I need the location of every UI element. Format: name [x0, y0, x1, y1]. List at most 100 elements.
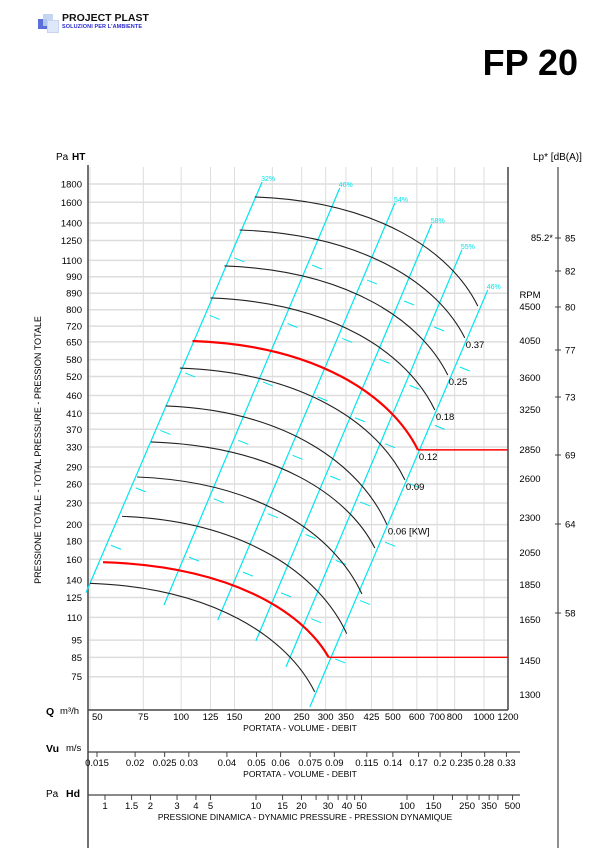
x-tick-label: 700: [429, 712, 445, 723]
noise-tick-label: 82: [565, 267, 576, 278]
x-tick-label: 150: [227, 712, 243, 723]
efficiency-label: 46%: [487, 284, 501, 291]
efficiency-line: [285, 249, 463, 667]
efficiency-line: [163, 187, 341, 606]
velocity-tick-label: 0.04: [218, 758, 237, 769]
y-tick-label: 230: [66, 498, 82, 509]
rpm-label: 2850: [519, 445, 540, 456]
x-tick-label: 350: [338, 712, 354, 723]
y-tick-label: 85: [71, 653, 82, 664]
efficiency-dash: [311, 264, 323, 270]
dynamic-pressure-tick-label: 1.5: [125, 801, 138, 812]
fan-curve-2300: [165, 405, 388, 525]
efficiency-dash: [280, 592, 292, 598]
fan-curve-1300: [89, 582, 316, 693]
power-label: 0.06 [KW]: [388, 527, 430, 538]
efficiency-line: [255, 223, 433, 642]
y-tick-label: 110: [67, 613, 82, 624]
efficiency-dash: [384, 541, 396, 547]
y-tick-label: 160: [66, 555, 82, 566]
dynamic-pressure-tick-label: 4: [193, 801, 198, 812]
fan-curve-1650: [122, 515, 348, 634]
fan-curve-1450: [102, 561, 330, 658]
fan-curve-2600: [179, 367, 406, 481]
x-tick-label: 300: [318, 712, 334, 723]
rpm-label: 1450: [519, 656, 540, 667]
noise-reference-label: 85.2*: [531, 233, 553, 244]
velocity-tick-label: 0.33: [497, 758, 516, 769]
y-tick-label: 720: [66, 322, 82, 333]
y-tick-label: 1400: [61, 218, 82, 229]
efficiency-dash: [384, 443, 396, 449]
x-tick-label: 100: [173, 712, 189, 723]
dynamic-pressure-axis-symbol: Hd: [66, 788, 80, 800]
efficiency-label: 32%: [261, 176, 275, 183]
y-tick-label: 890: [66, 289, 82, 300]
velocity-tick-label: 0.015: [85, 758, 109, 769]
efficiency-dash: [242, 571, 254, 577]
fan-curve-4050: [239, 229, 466, 339]
efficiency-dash: [360, 501, 371, 507]
y-tick-label: 650: [66, 337, 82, 348]
power-label: 0.18: [436, 412, 455, 423]
efficiency-dash: [110, 544, 122, 550]
efficiency-label: 58%: [431, 218, 445, 225]
y-tick-label: 1250: [61, 236, 82, 247]
fan-curve-2050: [150, 441, 376, 549]
x-tick-label: 200: [264, 712, 280, 723]
fan-curve-4500: [254, 196, 479, 307]
dynamic-pressure-axis-unit: Pa: [46, 789, 59, 800]
dynamic-pressure-tick-label: 30: [323, 801, 334, 812]
x-tick-label: 50: [92, 712, 103, 723]
rpm-label: 2600: [519, 474, 540, 485]
efficiency-label: 55%: [461, 244, 475, 251]
y-tick-label: 370: [66, 425, 82, 436]
noise-axis-title: Lp* [dB(A)]: [533, 152, 582, 163]
logo-mark-icon: [38, 12, 59, 33]
y-tick-label: 95: [71, 636, 82, 647]
velocity-tick-label: 0.075: [298, 758, 322, 769]
rpm-label: 3600: [519, 373, 540, 384]
efficiency-dash: [434, 424, 446, 430]
y-axis-title: PRESSIONE TOTALE - TOTAL PRESSURE - PRES…: [33, 316, 43, 584]
rpm-label: 1650: [519, 615, 540, 626]
noise-tick-label: 73: [565, 393, 576, 404]
dynamic-pressure-tick-label: 500: [505, 801, 521, 812]
efficiency-dash: [354, 417, 366, 423]
y-tick-label: 140: [66, 575, 82, 586]
dynamic-pressure-tick-label: 15: [277, 801, 288, 812]
y-tick-label: 200: [66, 520, 82, 531]
efficiency-label: 54%: [394, 197, 408, 204]
y-tick-label: 180: [66, 537, 82, 548]
efficiency-dash: [188, 556, 200, 562]
efficiency-dash: [359, 600, 371, 606]
efficiency-dash: [409, 483, 421, 489]
y-tick-label: 290: [66, 463, 82, 474]
y-tick-label: 125: [66, 593, 82, 604]
velocity-tick-label: 0.235: [450, 758, 474, 769]
efficiency-dash: [403, 300, 415, 306]
y-tick-label: 1600: [61, 198, 82, 209]
fan-curve-3600: [224, 265, 449, 376]
x-tick-label: 425: [364, 712, 380, 723]
x-tick-label: 500: [385, 712, 401, 723]
efficiency-dash: [310, 618, 322, 624]
rpm-label: 4050: [519, 336, 540, 347]
dynamic-pressure-tick-label: 5: [208, 801, 213, 812]
y-tick-label: 1800: [61, 180, 82, 191]
efficiency-dash: [267, 513, 278, 519]
x-tick-label: 250: [294, 712, 310, 723]
dynamic-pressure-tick-label: 2: [148, 801, 153, 812]
power-label: 0.09: [406, 482, 425, 493]
efficiency-dash: [135, 487, 146, 493]
power-label: 0.25: [449, 377, 468, 388]
rpm-label: 2300: [519, 513, 540, 524]
efficiency-dash: [409, 384, 420, 390]
brand-logo: PROJECT PLAST SOLUZIONI PER L'AMBIENTE: [38, 12, 149, 33]
efficiency-dash: [342, 337, 353, 343]
dynamic-pressure-tick-label: 50: [356, 801, 367, 812]
dynamic-pressure-tick-label: 10: [251, 801, 262, 812]
efficiency-line: [217, 202, 396, 621]
efficiency-line: [85, 181, 263, 593]
fan-curve-3250: [210, 297, 436, 411]
